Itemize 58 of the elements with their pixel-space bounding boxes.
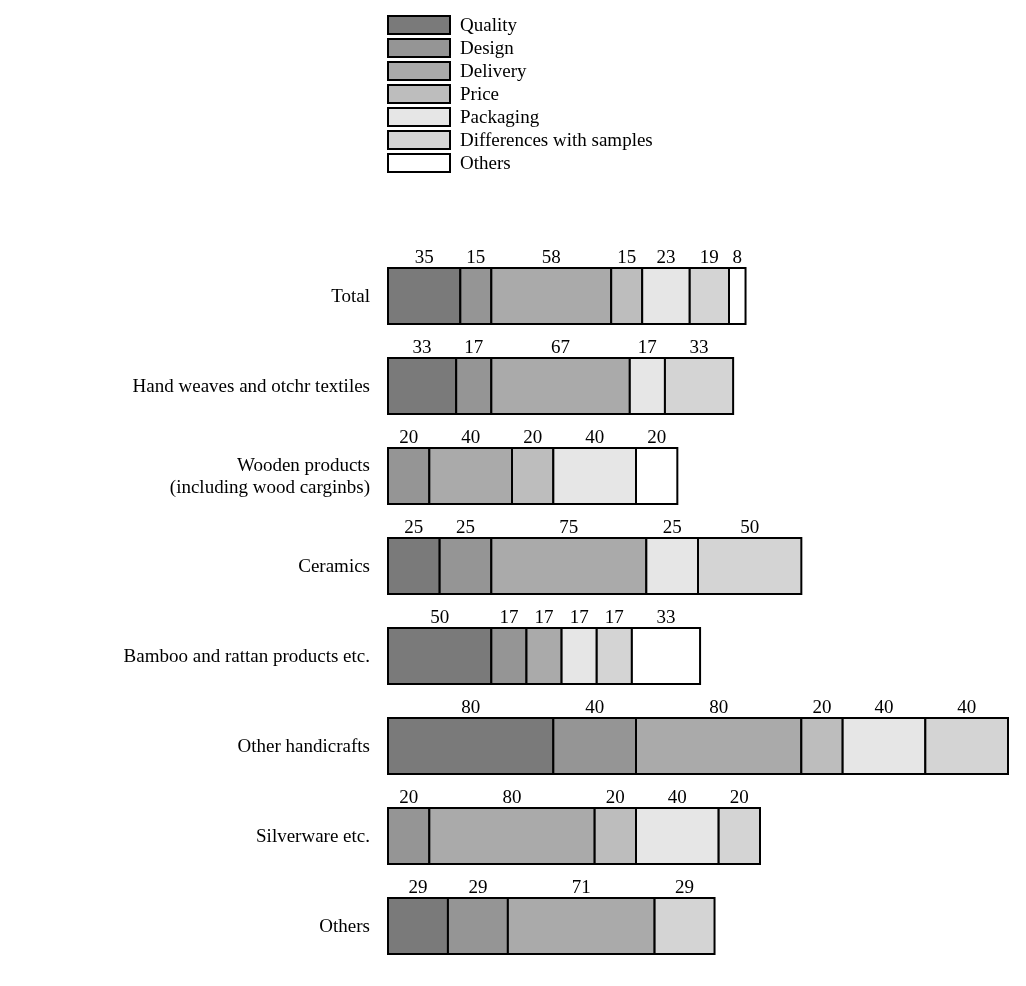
data-label: 17: [569, 606, 589, 627]
y-tick-label: Total: [331, 285, 370, 306]
data-label: 25: [404, 516, 424, 537]
data-label: 17: [499, 606, 519, 627]
data-label: 20: [399, 426, 419, 447]
data-label: 33: [412, 336, 432, 357]
y-tick-label: Others: [319, 915, 370, 936]
data-label: 75: [559, 516, 579, 537]
data-label: 29: [675, 876, 695, 897]
data-label: 15: [466, 246, 486, 267]
data-label: 40: [874, 696, 894, 717]
data-label: 19: [699, 246, 719, 267]
data-label: 20: [523, 426, 543, 447]
data-label: 25: [662, 516, 682, 537]
data-label: 20: [812, 696, 832, 717]
y-tick-label: Wooden products (including wood carginbs): [169, 454, 370, 498]
data-label: 40: [585, 696, 605, 717]
data-label: 80: [461, 696, 481, 717]
data-label: 40: [667, 786, 687, 807]
data-label: 29: [408, 876, 428, 897]
legend-label: Packaging: [460, 106, 540, 127]
data-label: 80: [502, 786, 522, 807]
data-label: 71: [571, 876, 591, 897]
data-label: 20: [647, 426, 667, 447]
data-label: 20: [605, 786, 625, 807]
data-label: 33: [656, 606, 676, 627]
data-label: 80: [709, 696, 729, 717]
legend-label: Quality: [460, 14, 518, 35]
data-label: 20: [399, 786, 419, 807]
data-label: 20: [729, 786, 749, 807]
data-label: 35: [414, 246, 434, 267]
data-label: 17: [604, 606, 624, 627]
legend-label: Design: [460, 37, 515, 58]
y-tick-label: Hand weaves and otchr textiles: [132, 375, 370, 396]
y-tick-label: Silverware etc.: [256, 825, 370, 846]
data-label: 25: [456, 516, 475, 537]
y-tick-label: Ceramics: [298, 555, 370, 576]
data-label: 58: [541, 246, 561, 267]
data-label: 17: [464, 336, 484, 357]
legend-label: Delivery: [460, 60, 527, 81]
data-label: 8: [732, 246, 743, 267]
data-label: 50: [740, 516, 760, 537]
data-label: 17: [637, 336, 657, 357]
data-label: 33: [689, 336, 709, 357]
data-label: 29: [468, 876, 488, 897]
y-tick-label: Bamboo and rattan products etc.: [123, 645, 370, 666]
legend-label: Price: [460, 83, 500, 104]
data-label: 17: [534, 606, 554, 627]
data-label: 40: [957, 696, 977, 717]
data-label: 67: [551, 336, 571, 357]
data-label: 15: [617, 246, 637, 267]
data-label: 40: [461, 426, 481, 447]
legend-label: Others: [460, 152, 511, 173]
y-tick-label: Other handicrafts: [237, 735, 370, 756]
legend-label: Differences with samples: [460, 129, 653, 150]
data-label: 50: [430, 606, 450, 627]
data-label: 23: [656, 246, 676, 267]
data-label: 40: [585, 426, 605, 447]
